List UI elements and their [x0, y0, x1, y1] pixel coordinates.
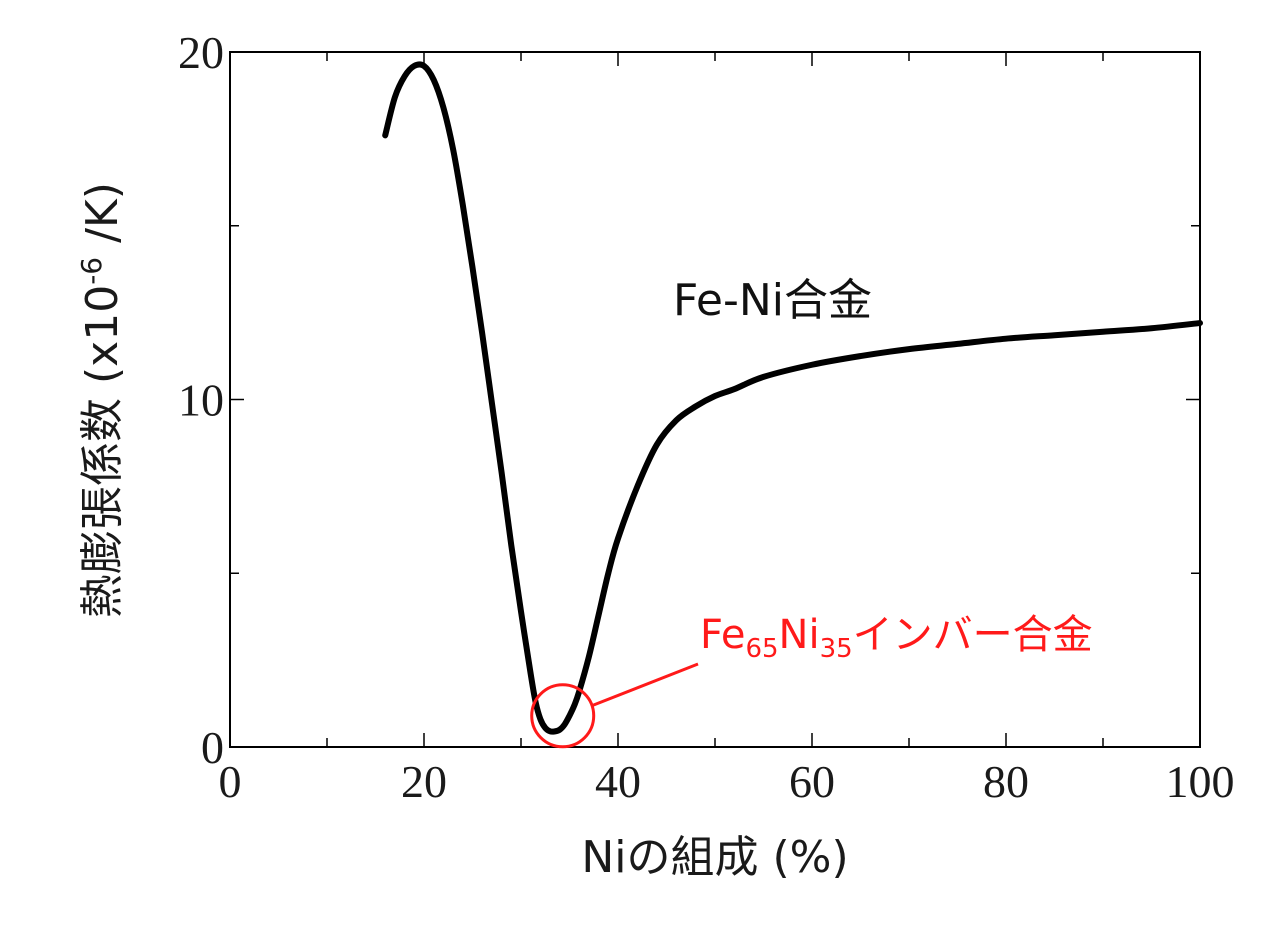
- y-axis-title: 熱膨張係数 (x10-6 /K): [75, 182, 128, 618]
- x-tick-label: 0: [219, 756, 242, 807]
- fe-ni-alloy-label: Fe-Ni合金: [673, 275, 872, 326]
- fe-ni-expansion-curve: [382, 61, 1203, 735]
- plot-frame: [229, 51, 1201, 748]
- invar-label-fe: Fe: [700, 612, 745, 658]
- x-axis-title: Niの組成 (%): [581, 832, 848, 883]
- x-tick-label: 20: [401, 756, 447, 807]
- x-tick-label: 60: [789, 756, 835, 807]
- invar-label-ni: Ni: [779, 612, 820, 658]
- y-tick-label: 0: [201, 722, 224, 773]
- y-axis-title-main: 熱膨張係数 (x10: [77, 285, 128, 618]
- axis-tick-labels: 0 20 40 60 80 100 0 10 20: [178, 27, 1235, 807]
- x-tick-label: 40: [595, 756, 641, 807]
- x-tick-label: 80: [983, 756, 1029, 807]
- invar-alloy-label: Fe65Ni35インバー合金: [700, 612, 1093, 664]
- invar-alloy-annotation: Fe65Ni35インバー合金: [530, 612, 1093, 749]
- invar-pointer-line: [591, 662, 699, 708]
- invar-label-sub-35: 35: [820, 634, 853, 664]
- y-axis-title-unit: /K): [77, 182, 128, 257]
- invar-minimum-circle: [530, 683, 596, 749]
- invar-label-rest: インバー合金: [853, 612, 1093, 658]
- invar-label-sub-65: 65: [745, 634, 778, 664]
- y-tick-label: 20: [178, 27, 224, 78]
- x-tick-label: 100: [1166, 756, 1235, 807]
- y-tick-label: 10: [178, 375, 224, 426]
- y-axis-title-superscript: -6: [75, 257, 108, 285]
